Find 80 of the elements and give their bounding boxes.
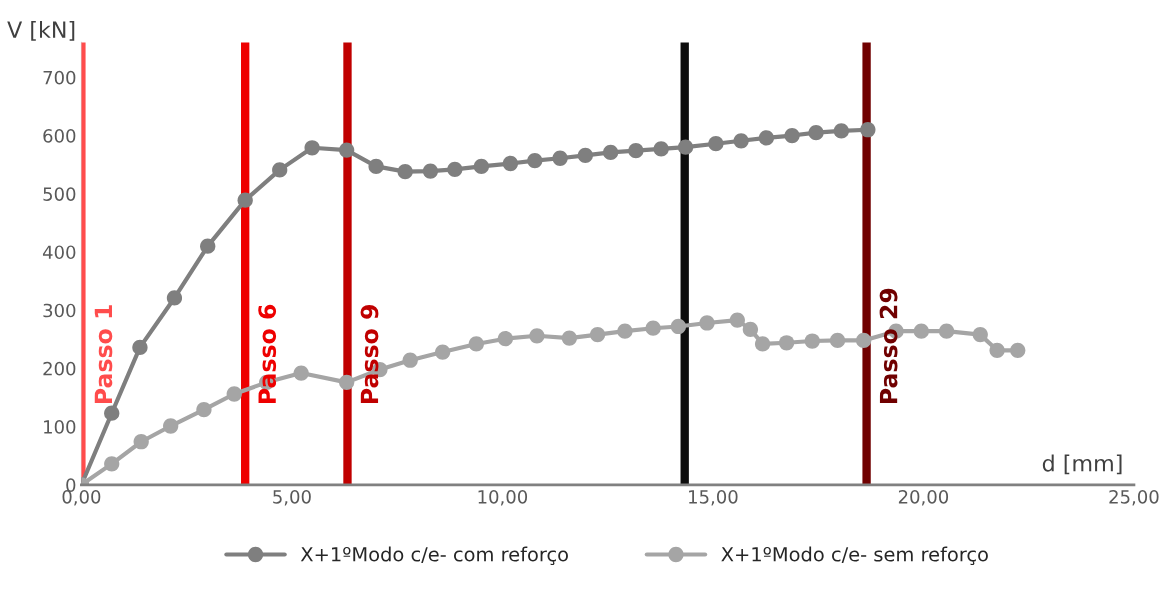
point xyxy=(1010,342,1026,358)
point xyxy=(237,192,253,208)
point xyxy=(754,336,771,352)
point xyxy=(784,127,800,144)
point xyxy=(422,163,439,179)
point xyxy=(304,140,320,156)
point xyxy=(829,332,846,349)
point xyxy=(808,125,824,141)
point xyxy=(833,123,849,139)
point xyxy=(577,147,593,163)
point xyxy=(653,141,669,157)
point xyxy=(628,143,644,159)
point xyxy=(729,312,745,328)
point xyxy=(617,323,633,339)
point xyxy=(132,339,148,356)
ref-line-label: Passo 1 xyxy=(94,305,113,403)
point xyxy=(200,238,216,254)
x-tick-label: 0,00 xyxy=(62,489,101,506)
point xyxy=(677,139,694,155)
point xyxy=(434,344,451,360)
point xyxy=(133,434,149,450)
point xyxy=(552,150,568,166)
point xyxy=(226,386,242,402)
x-tick-label: 10,00 xyxy=(478,489,528,506)
x-tick-label: 15,00 xyxy=(689,489,738,506)
x-tick-label: 5,00 xyxy=(273,489,311,506)
point xyxy=(196,402,212,418)
point xyxy=(758,130,775,146)
point xyxy=(778,335,795,351)
point xyxy=(163,418,179,434)
point xyxy=(397,164,413,180)
y-tick-label: 500 xyxy=(43,187,76,201)
y-tick-label: 400 xyxy=(42,245,76,260)
point xyxy=(856,332,872,349)
y-tick-label: 0 xyxy=(66,478,76,492)
point xyxy=(447,161,463,177)
y-tick-label: 100 xyxy=(44,420,76,434)
point xyxy=(645,320,661,336)
point xyxy=(733,133,749,149)
point xyxy=(589,326,606,343)
legend-label: X+1ºModo c/e- sem reforço xyxy=(721,546,988,566)
point xyxy=(742,321,759,338)
ref-line-label: Passo 6 xyxy=(258,304,277,403)
point xyxy=(468,336,484,352)
point xyxy=(602,144,619,161)
y-tick-label: 300 xyxy=(43,303,76,318)
point xyxy=(473,158,489,175)
point xyxy=(938,323,955,339)
point xyxy=(804,333,820,349)
point xyxy=(293,365,309,381)
point xyxy=(402,352,418,368)
point xyxy=(368,158,384,175)
x-tick-label: 20,00 xyxy=(898,489,949,506)
y-tick-label: 200 xyxy=(43,361,76,376)
point xyxy=(972,326,988,343)
point xyxy=(104,456,120,472)
ref-line-label: Passo 9 xyxy=(360,305,379,403)
point xyxy=(497,331,513,347)
point xyxy=(913,323,929,339)
point xyxy=(527,152,543,169)
point xyxy=(339,374,355,390)
point xyxy=(708,136,724,152)
legend-label: X+1ºModo c/e- com reforço xyxy=(300,546,568,566)
y-axis-title: V [kN] xyxy=(7,20,75,41)
point xyxy=(166,290,183,306)
point xyxy=(670,318,687,335)
point xyxy=(104,405,120,421)
point xyxy=(529,328,545,344)
x-tick-label: 25,00 xyxy=(1109,489,1159,506)
x-axis-title: d [mm] xyxy=(1042,454,1122,475)
point xyxy=(989,342,1005,358)
point xyxy=(339,142,355,158)
ref-line-label: Passo 29 xyxy=(879,288,898,403)
point xyxy=(561,330,577,346)
point xyxy=(860,122,876,138)
point xyxy=(502,155,519,172)
point xyxy=(272,162,288,178)
point xyxy=(699,315,715,331)
y-tick-label: 700 xyxy=(43,70,76,85)
y-tick-label: 600 xyxy=(43,129,76,143)
